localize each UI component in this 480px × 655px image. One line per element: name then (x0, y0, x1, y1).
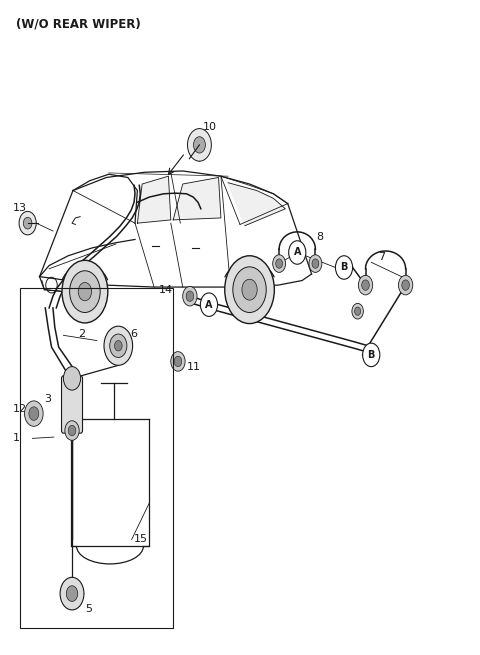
Circle shape (70, 271, 100, 312)
Text: 7: 7 (378, 252, 385, 262)
Circle shape (63, 367, 81, 390)
Circle shape (115, 341, 122, 351)
Circle shape (200, 293, 217, 316)
Text: 11: 11 (187, 362, 201, 371)
Text: A: A (205, 300, 213, 310)
Circle shape (352, 303, 363, 319)
Text: (W/O REAR WIPER): (W/O REAR WIPER) (16, 18, 141, 31)
Circle shape (110, 334, 127, 358)
Circle shape (78, 282, 92, 301)
Circle shape (336, 255, 353, 279)
Circle shape (193, 137, 205, 153)
Circle shape (24, 217, 32, 229)
Circle shape (225, 255, 275, 324)
Circle shape (233, 267, 266, 312)
Circle shape (183, 286, 197, 306)
Text: 12: 12 (13, 404, 27, 414)
Text: 2: 2 (78, 329, 85, 339)
Text: 1: 1 (13, 434, 20, 443)
Circle shape (312, 259, 319, 269)
Circle shape (104, 326, 132, 365)
Circle shape (242, 279, 257, 300)
Circle shape (65, 421, 79, 440)
Text: 3: 3 (45, 394, 51, 404)
Circle shape (60, 577, 84, 610)
Circle shape (355, 307, 360, 315)
Polygon shape (137, 176, 171, 223)
Text: B: B (340, 263, 348, 272)
Text: 9: 9 (248, 286, 255, 296)
FancyBboxPatch shape (61, 376, 83, 433)
Circle shape (309, 255, 322, 272)
Text: 10: 10 (203, 122, 217, 132)
Circle shape (188, 128, 211, 161)
Text: 5: 5 (85, 605, 92, 614)
Circle shape (276, 259, 283, 269)
Circle shape (186, 291, 194, 301)
Text: B: B (368, 350, 375, 360)
Circle shape (273, 255, 286, 272)
Text: 6: 6 (130, 329, 137, 339)
Text: 14: 14 (159, 285, 173, 295)
Circle shape (402, 280, 409, 290)
Text: 15: 15 (134, 534, 148, 544)
Circle shape (68, 425, 76, 436)
Circle shape (66, 586, 78, 601)
Polygon shape (173, 178, 221, 220)
Circle shape (359, 275, 372, 295)
Circle shape (19, 212, 36, 235)
Circle shape (362, 280, 369, 290)
Circle shape (363, 343, 380, 367)
Circle shape (29, 407, 39, 421)
Circle shape (288, 241, 306, 264)
Circle shape (174, 356, 182, 367)
Circle shape (24, 401, 43, 426)
Text: A: A (293, 248, 301, 257)
Circle shape (171, 352, 185, 371)
Text: 8: 8 (316, 233, 324, 242)
Circle shape (62, 260, 108, 323)
Polygon shape (228, 183, 285, 226)
Text: 13: 13 (13, 203, 27, 213)
Circle shape (398, 275, 413, 295)
